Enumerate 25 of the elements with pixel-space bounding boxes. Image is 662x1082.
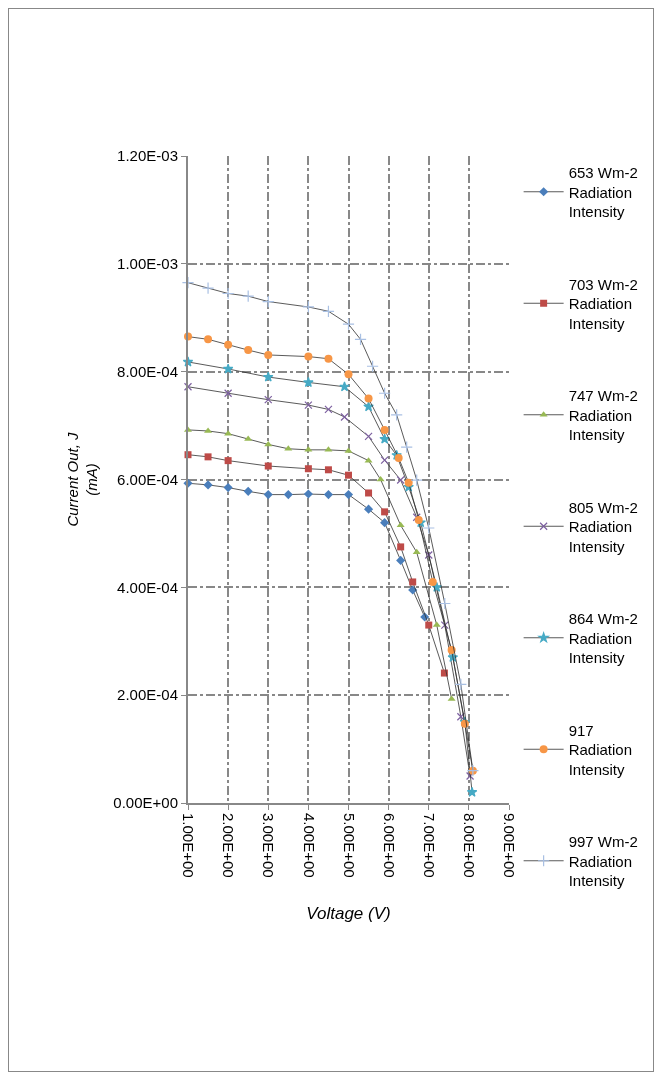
- y-tick-label: 4.00E-04: [117, 578, 178, 596]
- legend-label: 864 Wm-2 Radiation Intensity: [568, 610, 638, 667]
- y-tick-label: 1.20E-03: [117, 147, 178, 165]
- y-tick-label: 1.00E-03: [117, 255, 178, 273]
- x-tick-label: 1.00E+00: [180, 813, 198, 878]
- x-tick-label: 8.00E+00: [461, 813, 479, 878]
- y-tick-label: 0.00E+00: [113, 794, 178, 812]
- x-tick-label: 6.00E+00: [380, 813, 398, 878]
- x-tick-label: 7.00E+00: [420, 813, 438, 878]
- x-tick-label: 5.00E+00: [340, 813, 358, 878]
- x-tick-label: 2.00E+00: [220, 813, 238, 878]
- y-axis-title: Current Out, J (mA): [63, 431, 101, 527]
- y-tick-label: 8.00E-04: [117, 362, 178, 380]
- x-tick-label: 4.00E+00: [300, 813, 318, 878]
- legend-label: 997 Wm-2 Radiation Intensity: [568, 833, 638, 890]
- x-axis-title: Voltage (V): [306, 903, 391, 923]
- legend-label: 747 Wm-2 Radiation Intensity: [568, 387, 638, 444]
- x-tick-label: 3.00E+00: [260, 813, 278, 878]
- y-tick-label: 6.00E-04: [117, 470, 178, 488]
- legend-label: 805 Wm-2 Radiation Intensity: [568, 498, 638, 555]
- y-tick-label: 2.00E-04: [117, 686, 178, 704]
- legend-label: 653 Wm-2 Radiation Intensity: [568, 164, 638, 221]
- x-tick-label: 9.00E+00: [501, 813, 519, 878]
- legend-label: 703 Wm-2 Radiation Intensity: [568, 275, 638, 332]
- legend-label: 917 Radiation Intensity: [568, 721, 633, 778]
